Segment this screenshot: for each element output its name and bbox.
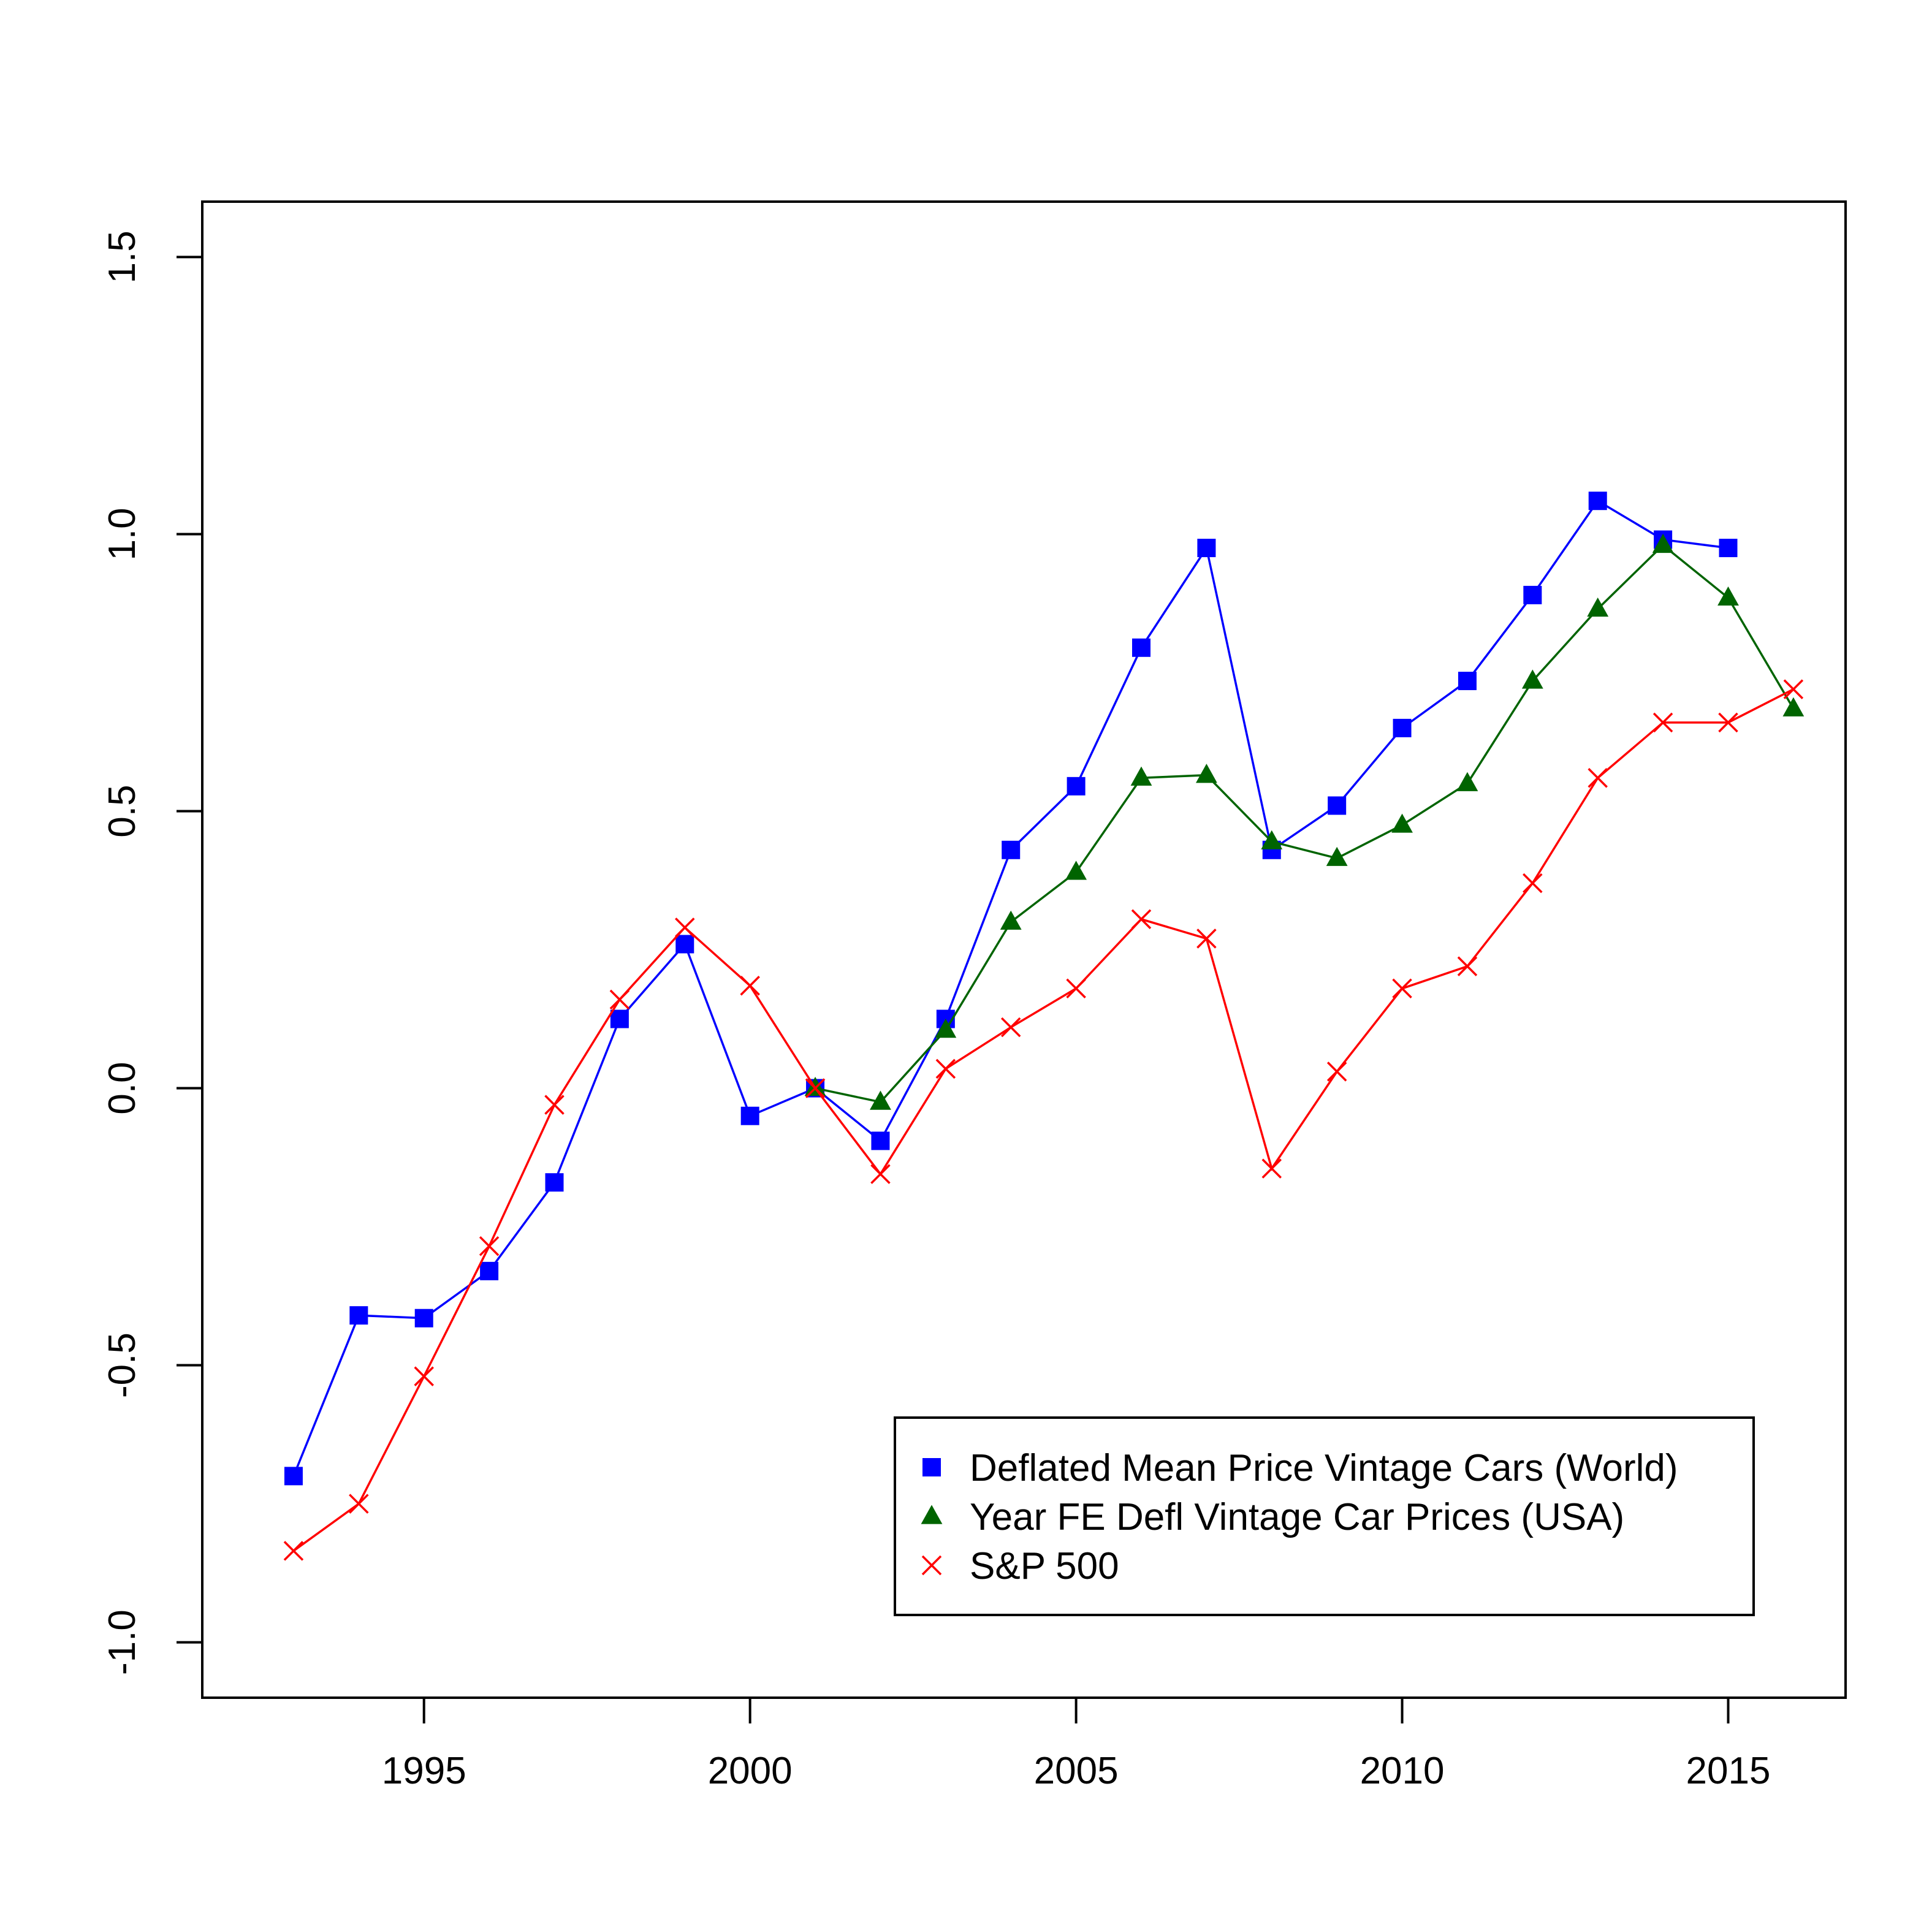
data-point: [610, 1009, 629, 1028]
x-tick-label: 2015: [1686, 1750, 1771, 1792]
data-point: [740, 1106, 759, 1125]
x-tick-label: 1995: [382, 1750, 466, 1792]
data-point: [675, 935, 694, 954]
data-point: [1783, 679, 1804, 699]
data-point: [414, 1309, 433, 1328]
y-tick-label: -0.5: [101, 1332, 143, 1398]
legend-marker: [921, 1555, 942, 1576]
legend-marker: [921, 1505, 943, 1524]
data-point: [1130, 766, 1152, 786]
x-tick-label: 2010: [1360, 1750, 1445, 1792]
data-point: [675, 918, 695, 938]
data-point: [480, 1261, 499, 1280]
data-point: [1066, 978, 1086, 999]
data-point: [283, 1541, 304, 1561]
data-point: [1261, 1158, 1282, 1179]
data-point: [284, 1467, 303, 1486]
data-point: [1000, 1017, 1021, 1038]
data-point: [544, 1095, 565, 1115]
data-point: [1458, 672, 1477, 691]
y-tick-label: 1.5: [101, 230, 143, 283]
data-point: [479, 1236, 500, 1256]
data-point: [1521, 669, 1543, 689]
data-point: [1652, 712, 1673, 733]
data-point: [935, 1018, 957, 1038]
data-point: [1717, 586, 1739, 606]
data-point: [1719, 539, 1738, 558]
data-point: [1456, 772, 1478, 791]
data-point: [1000, 910, 1022, 930]
data-point: [805, 1078, 826, 1098]
y-tick-label: 1.0: [101, 507, 143, 560]
data-point: [1782, 697, 1805, 716]
legend-label: S&P 500: [970, 1545, 1119, 1587]
series-layer: [283, 492, 1805, 1561]
data-point: [1065, 861, 1087, 880]
data-point: [871, 1131, 890, 1150]
data-point: [870, 1090, 891, 1110]
data-point: [1328, 796, 1347, 815]
data-point: [1326, 1062, 1347, 1082]
data-point: [870, 1164, 891, 1184]
data-point: [1131, 909, 1152, 930]
series-3: [283, 679, 1804, 1561]
legend-box: [894, 1416, 1755, 1616]
data-point: [1588, 768, 1608, 788]
y-tick-label: 0.5: [101, 785, 143, 837]
data-point: [1002, 840, 1021, 859]
series-line: [292, 688, 1794, 1552]
series-1: [284, 492, 1738, 1486]
data-point: [1261, 830, 1283, 849]
legend: Deflated Mean Price Vintage Cars (World)…: [894, 1416, 1755, 1616]
data-point: [1393, 718, 1412, 737]
data-point: [1523, 873, 1543, 894]
data-point: [1587, 597, 1609, 617]
data-point: [1196, 929, 1217, 949]
data-point: [740, 976, 760, 996]
data-point: [349, 1306, 368, 1325]
data-point: [349, 1494, 369, 1514]
data-point: [1718, 712, 1738, 733]
y-tick-label: -1.0: [101, 1609, 143, 1675]
legend-marker: [922, 1458, 941, 1476]
x-axis: 1995 2000 2005 2010 2015: [382, 1696, 1771, 1792]
data-point: [1523, 585, 1542, 604]
data-point: [1588, 492, 1607, 511]
y-tick-label: 0.0: [101, 1062, 143, 1114]
y-axis: -1.0 -0.5 0.0 0.5 1.0 1.5: [101, 230, 203, 1675]
data-point: [414, 1366, 434, 1386]
series-line: [292, 499, 1729, 1477]
series-line: [815, 544, 1795, 1104]
data-point: [1392, 978, 1412, 999]
data-point: [1067, 777, 1086, 796]
series-2: [804, 533, 1805, 1110]
data-point: [1652, 533, 1674, 553]
data-point: [935, 1058, 956, 1079]
data-point: [1197, 539, 1216, 558]
data-point: [1457, 956, 1478, 976]
data-point: [1132, 638, 1150, 657]
data-point: [1326, 846, 1348, 866]
x-tick-label: 2005: [1034, 1750, 1119, 1792]
legend-label: Deflated Mean Price Vintage Cars (World): [970, 1447, 1678, 1489]
data-point: [545, 1173, 564, 1192]
legend-label: Year FE Defl Vintage Car Prices (USA): [970, 1496, 1624, 1538]
data-point: [1195, 764, 1217, 783]
data-point: [1391, 813, 1413, 833]
x-tick-label: 2000: [708, 1750, 793, 1792]
data-point: [609, 989, 630, 1010]
